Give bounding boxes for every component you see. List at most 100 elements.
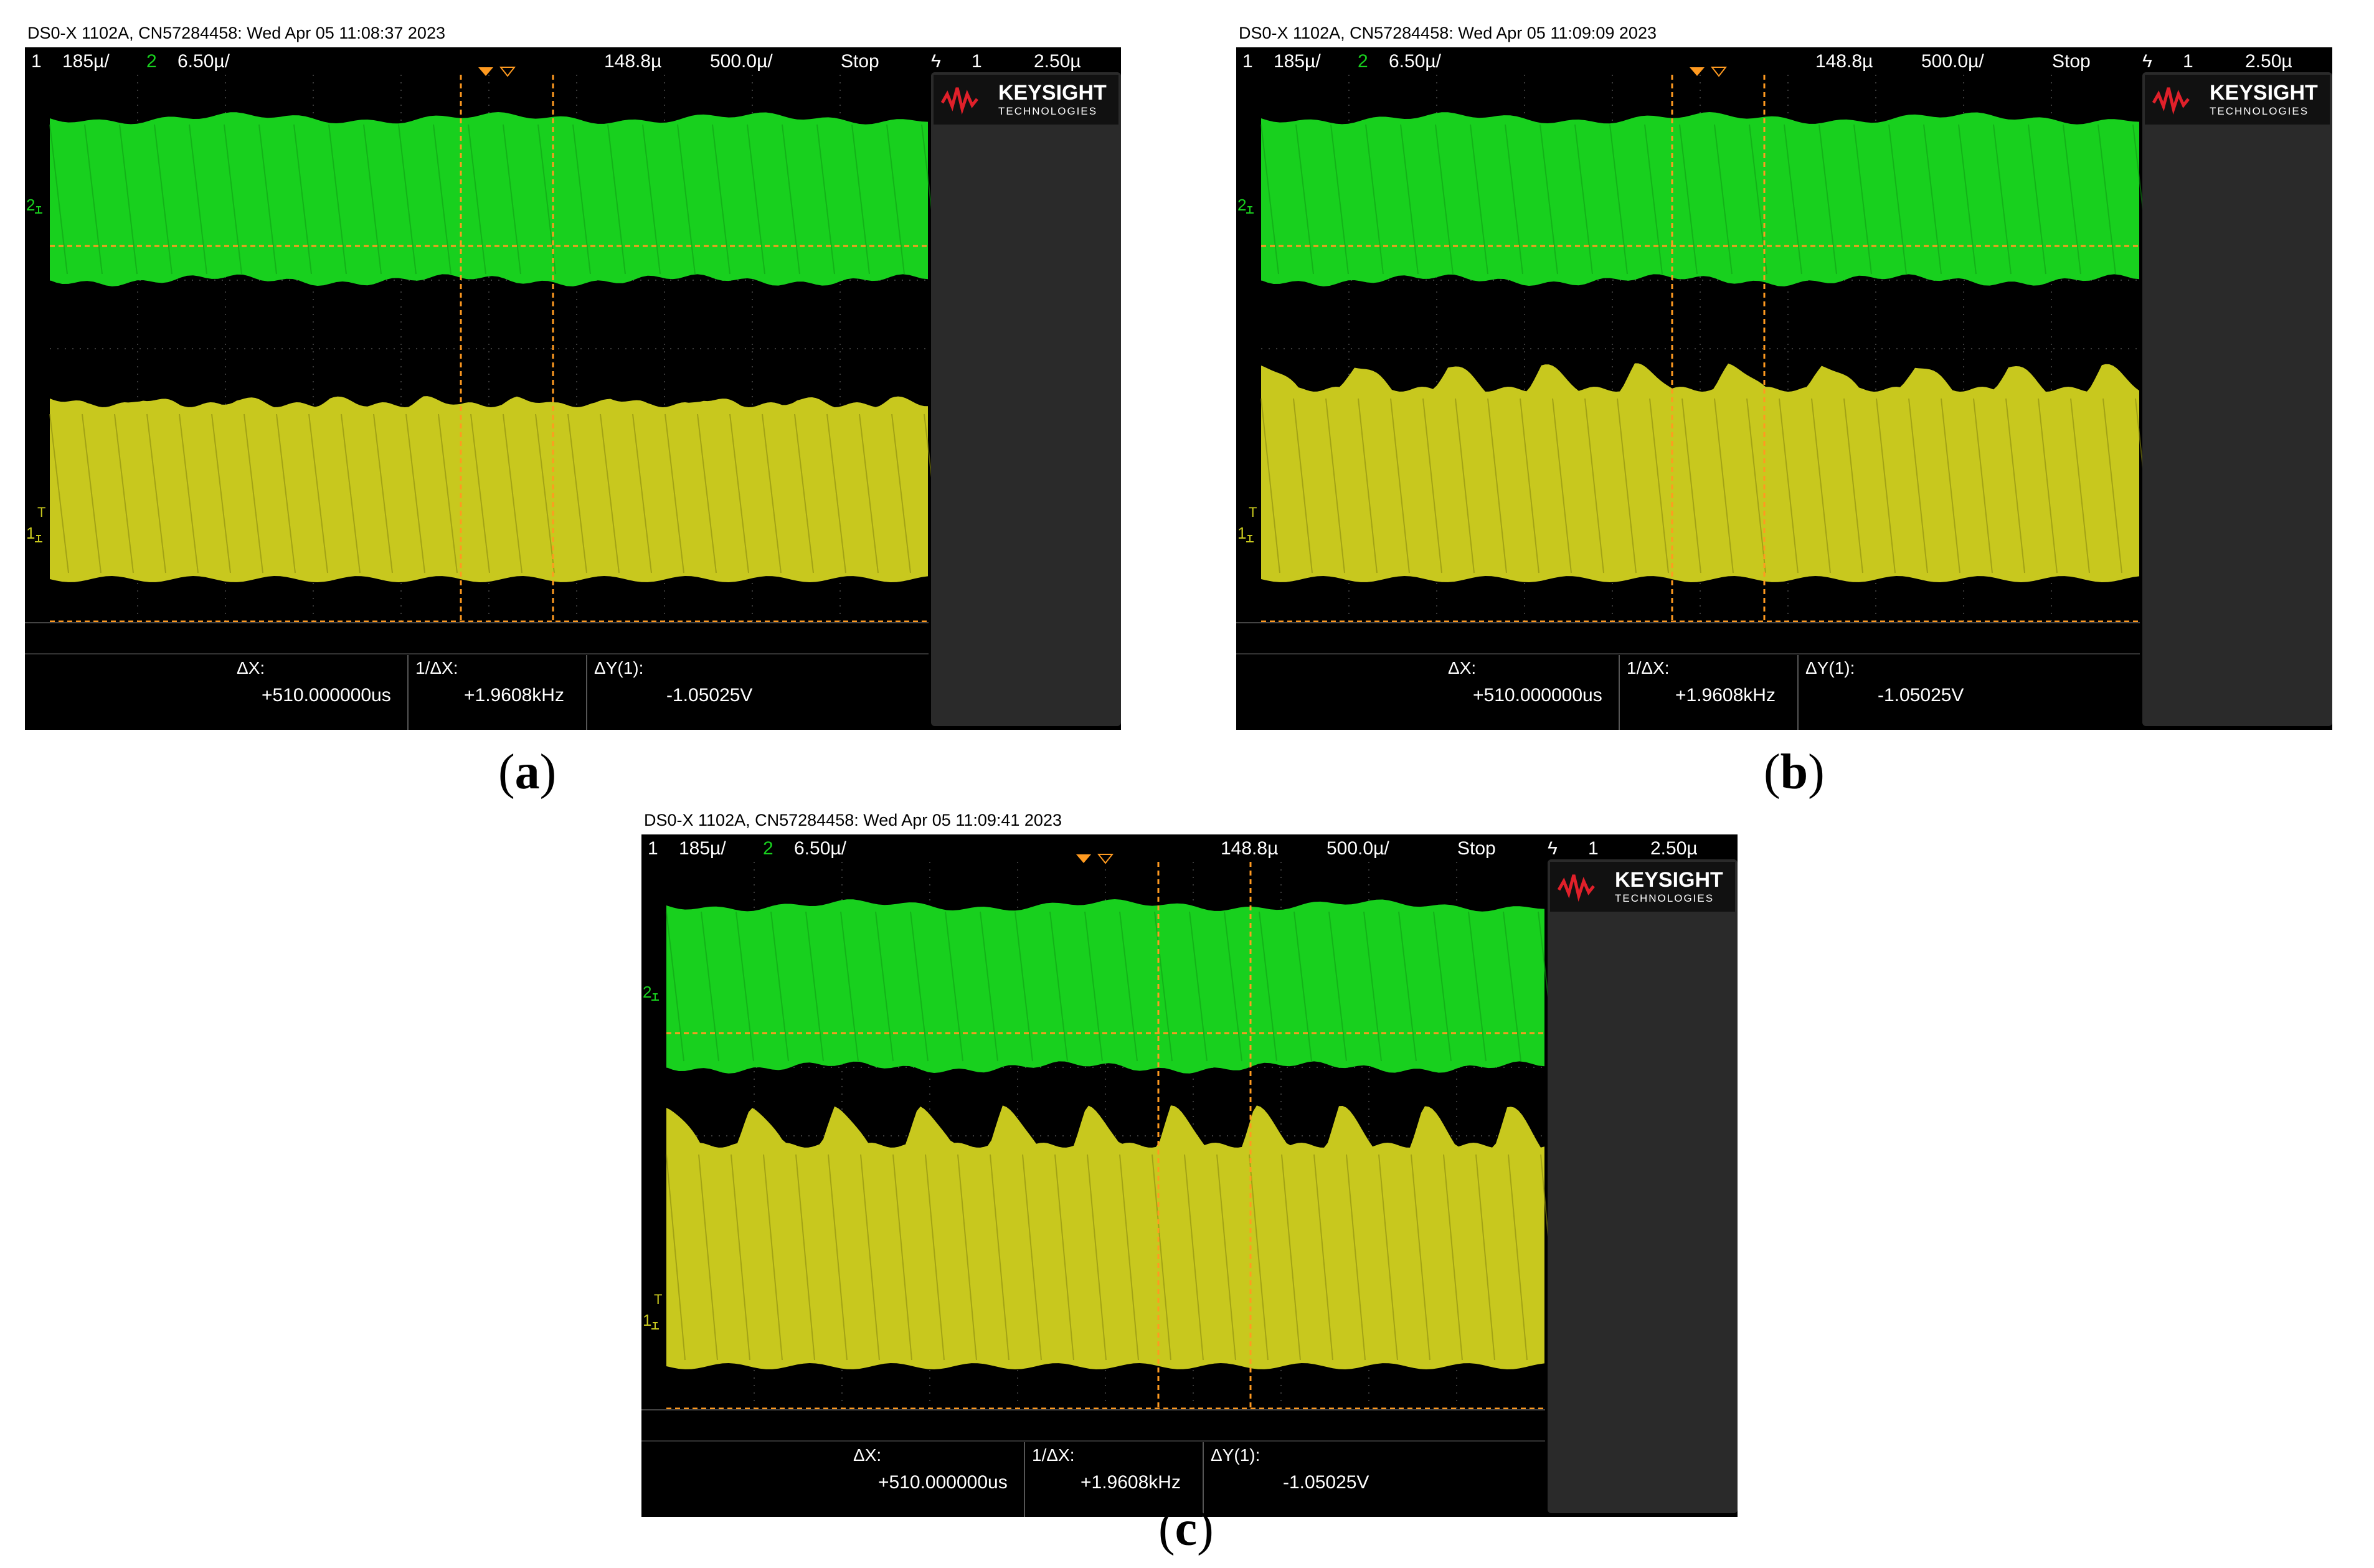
delta-y-value: -1.05025V [1283,1472,1369,1493]
ch1-number: 1 [648,838,658,859]
run-state: Stop [2052,51,2091,72]
ch2-ground-marker: 2 [643,983,651,1001]
cursor-measurements: ΔX: +510.000000us 1/ΔX: +1.9608kHz ΔY(1): -1.… [25,622,929,730]
ch1-scale: 185µ/ [62,51,110,72]
channel-markers: 2 T1 [26,196,45,542]
inverse-delta-x-value: +1.9608kHz [464,685,564,706]
scope-svg: DS0-X 1102A, CN57284458: Wed Apr 05 11:0… [25,20,1121,730]
delta-x-value: +510.000000us [1473,685,1602,706]
panel-label-b: (b) [1764,745,1825,800]
delay-marker-icon [499,67,516,77]
delta-x-value: +510.000000us [262,685,391,706]
oscilloscope-panel-c: DS0-X 1102A, CN57284458: Wed Apr 05 11:0… [641,807,1738,1517]
delta-y-value: -1.05025V [666,685,752,706]
inverse-delta-x-value: +1.9608kHz [1675,685,1776,706]
ch1-ground-marker: 1 [26,524,35,542]
inverse-delta-x-value: +1.9608kHz [1081,1472,1181,1493]
timebase: 500.0µ/ [1921,51,1984,72]
cursors [1261,75,2139,623]
scope-svg: DS0-X 1102A, CN57284458: Wed Apr 05 11:0… [641,807,1738,1517]
brand-subtitle: TECHNOLOGIES [1615,892,1714,904]
oscilloscope-panel-b: DS0-X 1102A, CN57284458: Wed Apr 05 11:0… [1236,20,2332,730]
ch2-ground-icon [35,206,42,214]
ch2-waveform [49,112,940,286]
trigger-edge-icon: ϟ [931,51,941,72]
brand-name: KEYSIGHT [998,81,1107,105]
panel-label-c: (c) [1158,1501,1214,1556]
trigger-position-icon [478,67,493,76]
cursor-measurements: ΔX:+510.000000us1/ΔX:+1.9608kHzΔY(1):-1.… [641,1409,1545,1517]
horizontal-delay: 148.8µ [1221,838,1278,859]
channel-markers: 2 T1 [643,983,662,1329]
cursors [50,75,928,623]
trigger-level-marker: T [37,504,45,520]
cursors [666,862,1544,1410]
inverse-delta-x-label: 1/ΔX: [1627,658,1670,678]
delta-y-label: ΔY(1): [594,658,643,678]
keysight-logo-icon [940,87,978,115]
trigger-level-marker: T [654,1292,662,1307]
ch1-number: 1 [1242,51,1253,72]
ch2-number: 2 [146,51,157,72]
ch1-waveform [49,396,943,582]
panel-label-a: (a) [498,745,557,800]
delta-y-label: ΔY(1): [1805,658,1855,678]
delay-marker-icon [1710,67,1728,77]
run-state: Stop [841,51,879,72]
delta-x-label: ΔX: [1448,658,1476,678]
trigger-position-icon [1076,854,1091,863]
keysight-logo-icon [1557,874,1595,902]
ch1-ground-icon [651,1322,659,1329]
delay-marker-icon [1097,854,1114,864]
ch1-waveform [666,1105,1560,1369]
ch1-ground-marker: 1 [1237,524,1246,542]
delta-y-value: -1.05025V [1878,685,1964,706]
timebase: 500.0µ/ [710,51,773,72]
delta-x-label: ΔX: [853,1445,881,1465]
trigger-level: 2.50µ [1034,51,1081,72]
ch2-ground-marker: 2 [26,196,35,214]
trigger-source: 1 [972,51,982,72]
ch1-ground-icon [35,535,42,542]
brand-name: KEYSIGHT [2210,81,2318,105]
ch1-ground-icon [1246,535,1254,542]
keysight-logo-icon [2152,87,2190,115]
status-bar: 1 185µ/2 6.50µ/148.8µ 500.0µ/Stop ϟ 1 2.50µ [648,838,1698,859]
timebase: 500.0µ/ [1327,838,1389,859]
trigger-edge-icon: ϟ [2142,51,2152,72]
inverse-delta-x-label: 1/ΔX: [415,658,458,678]
trigger-source: 1 [1588,838,1599,859]
trigger-level: 2.50µ [1650,838,1698,859]
cursor-measurements: ΔX: +510.000000us 1/ΔX:+1.9608kHz ΔY(1): -1.… [1236,622,2140,730]
ch2-number: 2 [1358,51,1368,72]
delta-y-label: ΔY(1): [1211,1445,1260,1465]
trigger-edge-icon: ϟ [1548,838,1558,859]
ch2-scale: 6.50µ/ [1389,51,1442,72]
capture-header: DS0-X 1102A, CN57284458: Wed Apr 05 11:0… [27,24,445,42]
ch2-ground-icon [651,993,659,1001]
delta-x-label: ΔX: [237,658,265,678]
horizontal-delay: 148.8µ [604,51,661,72]
capture-header: DS0-X 1102A, CN57284458: Wed Apr 05 11:0… [1239,24,1657,42]
oscilloscope-panel-a: DS0-X 1102A, CN57284458: Wed Apr 05 11:0… [25,20,1121,730]
waveform-screen [49,75,943,623]
run-state: Stop [1457,838,1496,859]
ch1-waveform [1260,363,2155,582]
ch1-scale: 185µ/ [1274,51,1321,72]
ch1-number: 1 [31,51,42,72]
ch2-scale: 6.50µ/ [794,838,847,859]
delta-x-value: +510.000000us [878,1472,1008,1493]
trigger-level-marker: T [1249,504,1257,520]
ch2-scale: 6.50µ/ [177,51,230,72]
trigger-position-icon [1690,67,1705,76]
scope-svg: DS0-X 1102A, CN57284458: Wed Apr 05 11:0… [1236,20,2332,730]
ch2-waveform [666,899,1556,1074]
brand-subtitle: TECHNOLOGIES [2210,105,2309,117]
trigger-level: 2.50µ [2245,51,2292,72]
trigger-source: 1 [2183,51,2193,72]
brand-subtitle: TECHNOLOGIES [998,105,1097,117]
ch2-ground-icon [1246,206,1254,214]
ch1-scale: 185µ/ [679,838,726,859]
